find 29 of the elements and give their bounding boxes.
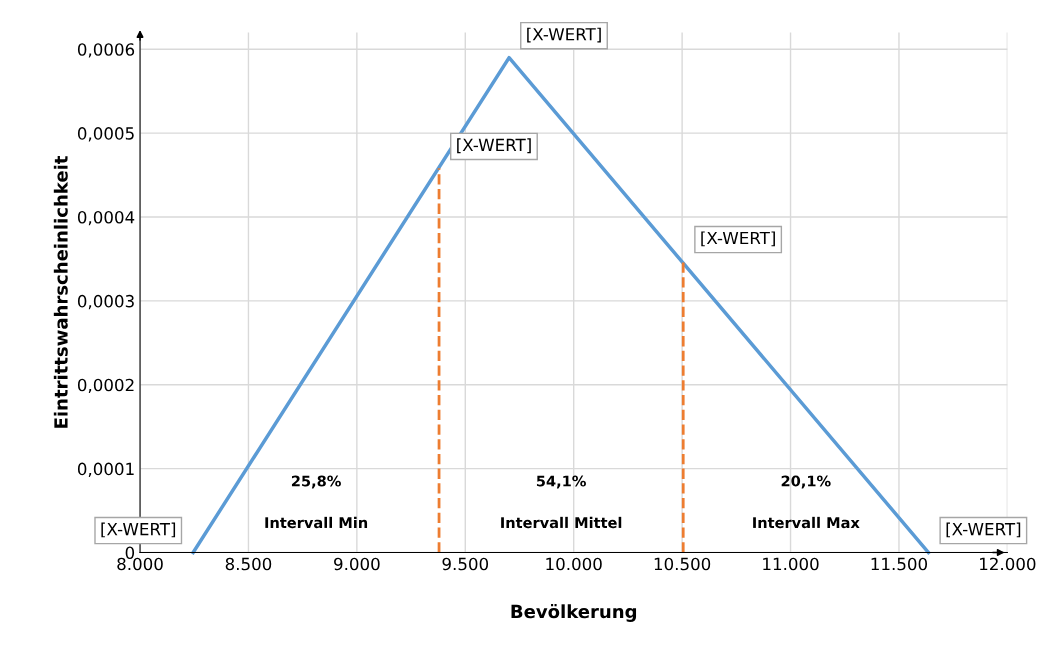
x-tick-label: 8.000 bbox=[117, 557, 163, 571]
x-axis-title: Bevölkerung bbox=[511, 604, 637, 622]
x-tick-label: 12.000 bbox=[980, 557, 1036, 571]
x-tick-label: 10.000 bbox=[546, 557, 602, 571]
x-tick-label: 11.500 bbox=[871, 557, 928, 571]
y-tick-label: 0,0002 bbox=[77, 378, 134, 394]
x-tick-label: 9.000 bbox=[334, 557, 380, 571]
y-axis-title: Eintrittswahrscheinlichkeit bbox=[53, 155, 68, 428]
annotation: [X-WERT] bbox=[946, 522, 1021, 538]
x-tick-label: 10.500 bbox=[654, 557, 711, 571]
annotation: [X-WERT] bbox=[527, 27, 601, 43]
y-tick-label: 0 bbox=[125, 546, 135, 560]
annotation: 54,1% bbox=[536, 475, 586, 489]
y-tick-label: 0,0001 bbox=[77, 462, 134, 477]
annotation: Intervall Min bbox=[265, 516, 368, 529]
annotation: 20,1% bbox=[781, 475, 831, 489]
annotation: Intervall Max bbox=[753, 516, 860, 529]
y-tick-label: 0,0004 bbox=[77, 210, 135, 226]
annotation: [X-WERT] bbox=[701, 231, 775, 247]
annotation: Intervall Mittel bbox=[501, 516, 622, 529]
y-tick-label: 0,0003 bbox=[77, 294, 134, 310]
x-tick-label: 8.500 bbox=[225, 557, 272, 571]
x-tick-label: 9.500 bbox=[442, 557, 489, 571]
annotation: [X-WERT] bbox=[101, 522, 176, 538]
y-tick-label: 0,0006 bbox=[77, 43, 135, 58]
y-tick-label: 0,0005 bbox=[77, 127, 134, 142]
x-tick-label: 11.000 bbox=[763, 557, 819, 571]
annotation: [X-WERT] bbox=[457, 138, 531, 154]
annotation: 25,8% bbox=[291, 475, 341, 489]
